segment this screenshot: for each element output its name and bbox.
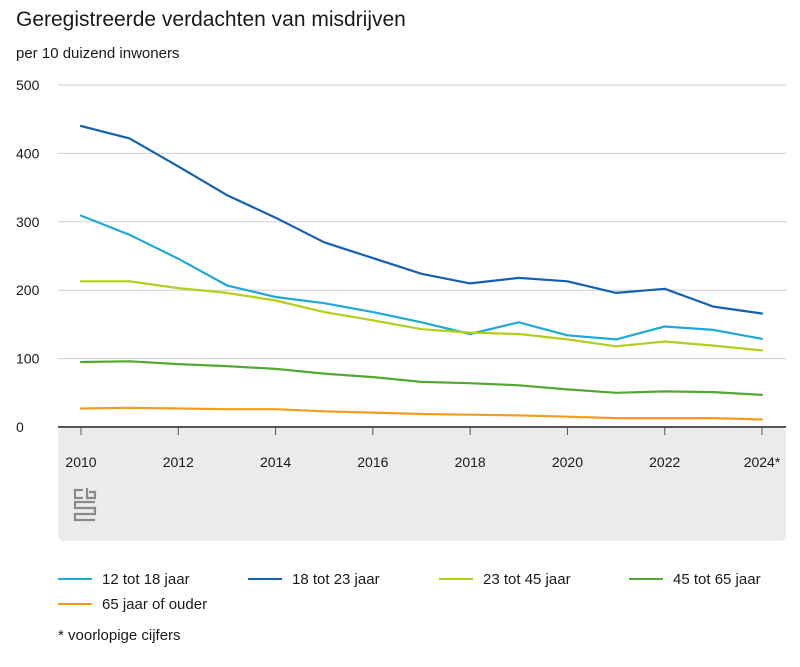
series-line-4 <box>79 360 764 396</box>
legend-label: 18 tot 23 jaar <box>292 571 380 588</box>
y-tick-label: 100 <box>16 351 40 367</box>
series-line-1 <box>79 214 764 341</box>
legend-label: 65 jaar of ouder <box>102 596 208 613</box>
x-tick-label: 2014 <box>260 454 291 470</box>
legend-item: 18 tot 23 jaar <box>248 571 380 588</box>
series-line-5 <box>79 406 764 421</box>
chart-title: Geregistreerde verdachten van misdrijven <box>16 8 406 31</box>
series-line-3 <box>79 280 764 352</box>
legend-item: 12 tot 18 jaar <box>58 571 190 588</box>
y-axis-labels: 0 100 200 300 400 500 <box>16 77 40 435</box>
legend-swatch <box>248 578 282 581</box>
x-tick-label: 2018 <box>455 454 486 470</box>
legend-label: 12 tot 18 jaar <box>102 571 190 588</box>
x-tick-label: 2022 <box>649 454 680 470</box>
cbs-logo <box>73 488 97 522</box>
legend-swatch <box>58 603 92 606</box>
cbs-logo-mark <box>73 488 97 522</box>
x-tick-label: 2012 <box>163 454 194 470</box>
legend-item: 65 jaar of ouder <box>58 596 207 613</box>
x-axis-panel <box>58 427 786 541</box>
legend-swatch <box>58 578 92 581</box>
x-tick-label: 2024* <box>744 454 781 470</box>
y-tick-label: 0 <box>16 419 24 435</box>
y-tick-label: 200 <box>16 282 40 298</box>
series-lines <box>79 124 764 421</box>
legend-item: 45 tot 65 jaar <box>629 571 761 588</box>
y-tick-label: 500 <box>16 77 40 93</box>
legend-label: 23 tot 45 jaar <box>483 571 571 588</box>
gridlines <box>58 84 786 428</box>
y-tick-label: 300 <box>16 214 40 230</box>
line-chart: 0 100 200 300 400 500 2010 2012 2014 2016 2018 202… <box>16 77 786 541</box>
y-tick-label: 400 <box>16 145 40 161</box>
legend-swatch <box>629 578 663 581</box>
chart-subtitle: per 10 duizend inwoners <box>16 45 180 62</box>
x-tick-label: 2020 <box>552 454 583 470</box>
legend-swatch <box>439 578 473 581</box>
legend-item: 23 tot 45 jaar <box>439 571 571 588</box>
legend-label: 45 tot 65 jaar <box>673 571 761 588</box>
series-line-2 <box>79 124 764 315</box>
footnote: * voorlopige cijfers <box>58 627 181 644</box>
x-tick-label: 2016 <box>357 454 388 470</box>
x-axis-labels: 2010 2012 2014 2016 2018 2020 2022 2024* <box>65 427 781 470</box>
x-tick-label: 2010 <box>65 454 96 470</box>
